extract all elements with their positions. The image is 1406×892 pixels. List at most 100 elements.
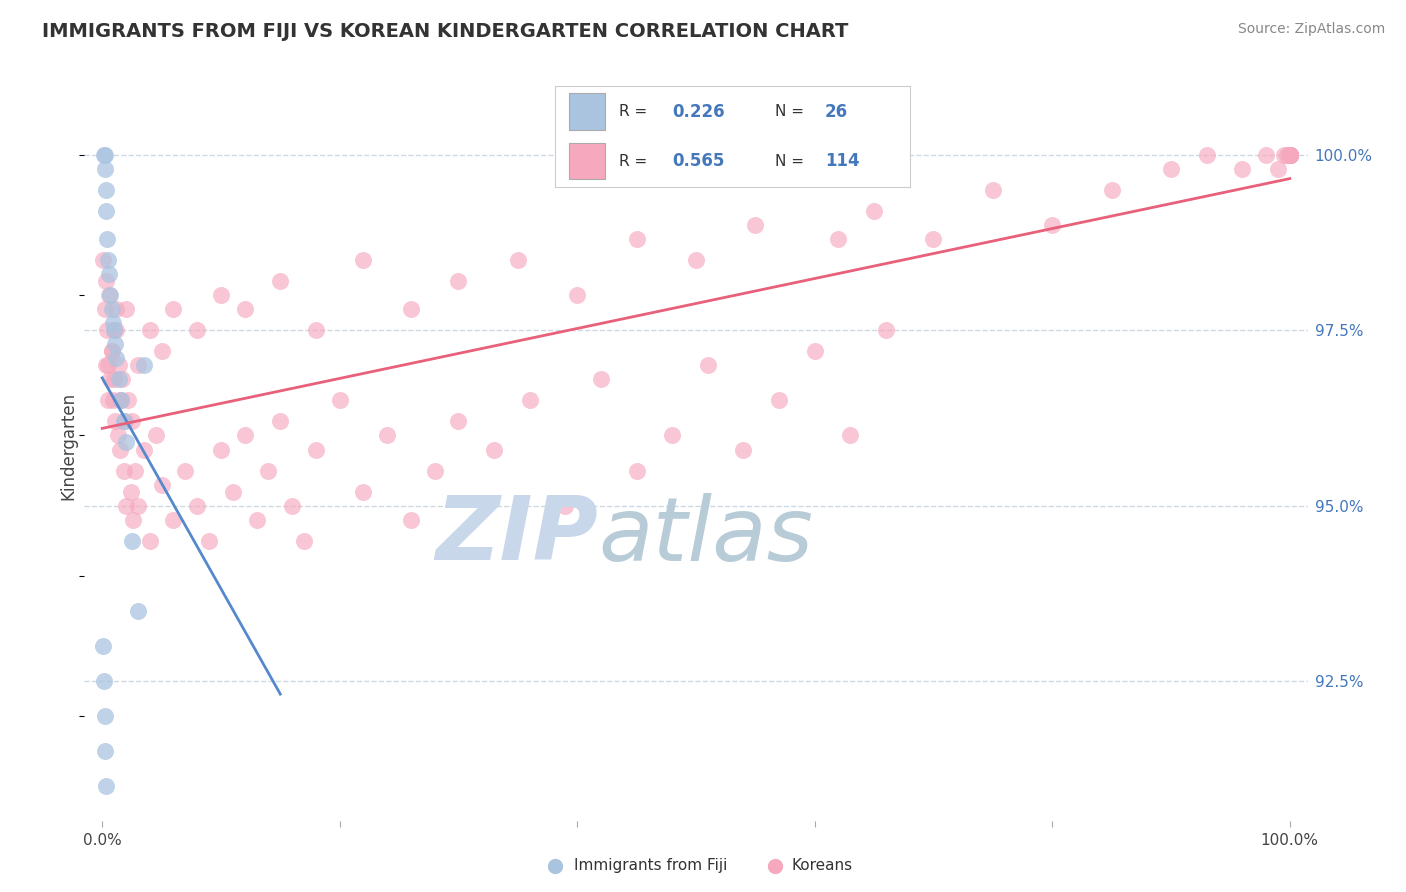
Point bbox=[1267, 162, 1289, 177]
Point bbox=[375, 428, 398, 442]
Point bbox=[97, 393, 120, 408]
Point bbox=[1040, 219, 1063, 233]
Point bbox=[104, 415, 127, 429]
Point bbox=[94, 275, 117, 289]
Point bbox=[110, 393, 132, 408]
Point bbox=[104, 337, 127, 351]
Point bbox=[269, 275, 291, 289]
Point bbox=[399, 512, 422, 526]
Point bbox=[981, 183, 1004, 197]
Text: IMMIGRANTS FROM FIJI VS KOREAN KINDERGARTEN CORRELATION CHART: IMMIGRANTS FROM FIJI VS KOREAN KINDERGAR… bbox=[42, 22, 849, 41]
Point bbox=[96, 204, 118, 219]
Point bbox=[352, 484, 374, 499]
Point bbox=[98, 268, 121, 282]
Point bbox=[447, 275, 470, 289]
Point bbox=[1278, 148, 1301, 162]
Point bbox=[105, 302, 128, 317]
Text: ZIP: ZIP bbox=[436, 492, 598, 580]
Point bbox=[305, 442, 328, 457]
Point bbox=[150, 344, 173, 359]
Point bbox=[269, 415, 291, 429]
Point bbox=[1278, 148, 1301, 162]
Point bbox=[115, 302, 138, 317]
Point bbox=[567, 288, 589, 302]
Point bbox=[121, 533, 143, 548]
Point bbox=[399, 302, 422, 317]
Point bbox=[1101, 183, 1123, 197]
Point bbox=[744, 219, 766, 233]
Point bbox=[447, 415, 470, 429]
Point bbox=[138, 323, 160, 337]
Point bbox=[1278, 148, 1301, 162]
Point bbox=[150, 477, 173, 491]
Point bbox=[827, 232, 849, 246]
Point bbox=[922, 232, 945, 246]
Point bbox=[198, 533, 221, 548]
Point bbox=[114, 415, 136, 429]
Point bbox=[111, 372, 134, 386]
Point bbox=[132, 359, 155, 373]
Text: Immigrants from Fiji: Immigrants from Fiji bbox=[574, 858, 727, 873]
Point bbox=[352, 253, 374, 268]
Point bbox=[97, 253, 120, 268]
Point bbox=[233, 302, 256, 317]
Point bbox=[482, 442, 505, 457]
Text: Koreans: Koreans bbox=[792, 858, 852, 873]
Point bbox=[110, 393, 132, 408]
Point bbox=[1278, 148, 1301, 162]
Point bbox=[96, 323, 118, 337]
Point bbox=[281, 499, 304, 513]
Point bbox=[661, 428, 683, 442]
Point bbox=[97, 359, 120, 373]
Point bbox=[423, 463, 446, 477]
Point bbox=[105, 351, 128, 366]
Point bbox=[1232, 162, 1254, 177]
Point bbox=[101, 393, 124, 408]
Point bbox=[1278, 148, 1301, 162]
Point bbox=[93, 148, 115, 162]
Point bbox=[257, 463, 280, 477]
Point bbox=[132, 442, 155, 457]
Point bbox=[107, 359, 129, 373]
Point bbox=[93, 302, 115, 317]
Point bbox=[626, 463, 648, 477]
Point bbox=[108, 442, 131, 457]
Point bbox=[96, 232, 118, 246]
Point bbox=[626, 232, 648, 246]
Point bbox=[1254, 148, 1277, 162]
Point bbox=[506, 253, 529, 268]
Point bbox=[875, 323, 897, 337]
Point bbox=[1278, 148, 1301, 162]
Point bbox=[117, 393, 139, 408]
Point bbox=[108, 393, 131, 408]
Point bbox=[1278, 148, 1301, 162]
Point bbox=[329, 393, 352, 408]
Point bbox=[186, 499, 208, 513]
Point bbox=[222, 484, 245, 499]
Point bbox=[209, 442, 232, 457]
Point bbox=[122, 512, 145, 526]
Point bbox=[94, 359, 117, 373]
Point bbox=[138, 533, 160, 548]
Point bbox=[103, 372, 125, 386]
Point bbox=[1278, 148, 1301, 162]
Point bbox=[685, 253, 707, 268]
Point bbox=[112, 415, 135, 429]
Y-axis label: Kindergarten: Kindergarten bbox=[59, 392, 77, 500]
Point bbox=[101, 317, 124, 331]
Point bbox=[103, 323, 125, 337]
Point bbox=[1272, 148, 1295, 162]
Point bbox=[1160, 162, 1182, 177]
Point bbox=[1278, 148, 1301, 162]
Point bbox=[1278, 148, 1301, 162]
Point bbox=[93, 673, 115, 688]
Point bbox=[186, 323, 208, 337]
Point bbox=[162, 302, 184, 317]
Point bbox=[127, 499, 149, 513]
Point bbox=[115, 435, 138, 450]
Point bbox=[1278, 148, 1301, 162]
Point bbox=[839, 428, 862, 442]
Point bbox=[1278, 148, 1301, 162]
Point bbox=[145, 428, 167, 442]
Point bbox=[107, 428, 129, 442]
